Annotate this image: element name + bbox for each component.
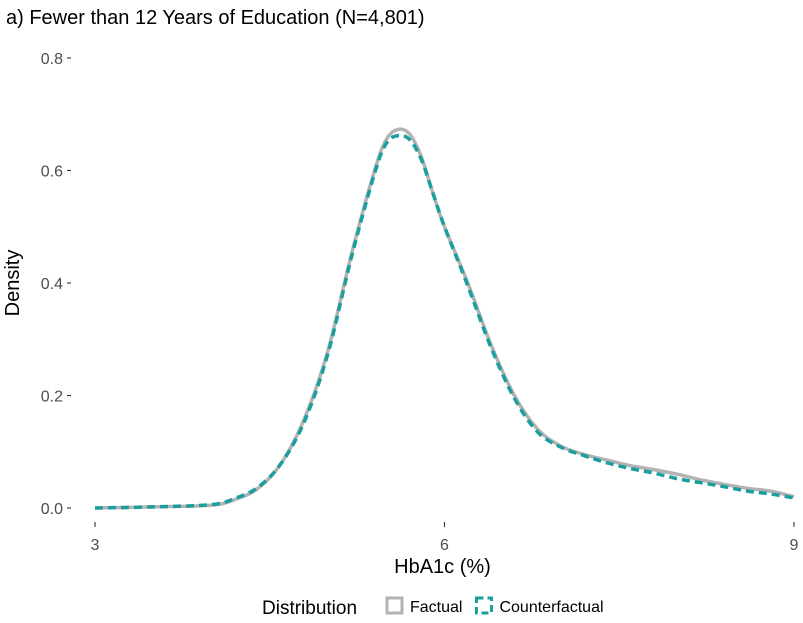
- legend-label-counterfactual: Counterfactual: [499, 599, 603, 616]
- legend-key-factual: [385, 596, 404, 615]
- y-tick-label: 0.0: [41, 501, 63, 518]
- series-line-counterfactual: [94, 133, 795, 510]
- y-tick-label: 0.6: [41, 164, 63, 181]
- series-line-factual: [94, 127, 795, 510]
- x-tick-label: 6: [440, 537, 449, 554]
- plot-lines: [94, 127, 795, 510]
- legend-key-counterfactual: [474, 596, 493, 615]
- x-tick-label: 3: [91, 537, 100, 554]
- chart-title: a) Fewer than 12 Years of Education (N=4…: [6, 7, 425, 29]
- y-axis-title: Density: [2, 250, 24, 317]
- legend: Distribution Factual Counterfactual: [262, 596, 604, 619]
- legend-title: Distribution: [262, 598, 357, 619]
- y-tick-label: 0.4: [41, 276, 63, 293]
- legend-label-factual: Factual: [410, 599, 462, 616]
- x-tick-label: 9: [790, 537, 799, 554]
- x-axis: 3 6 9: [91, 522, 799, 554]
- y-axis: 0.0 0.2 0.4 0.6 0.8: [41, 51, 71, 518]
- x-axis-title: HbA1c (%): [394, 556, 491, 578]
- y-tick-label: 0.2: [41, 389, 63, 406]
- y-tick-label: 0.8: [41, 51, 63, 68]
